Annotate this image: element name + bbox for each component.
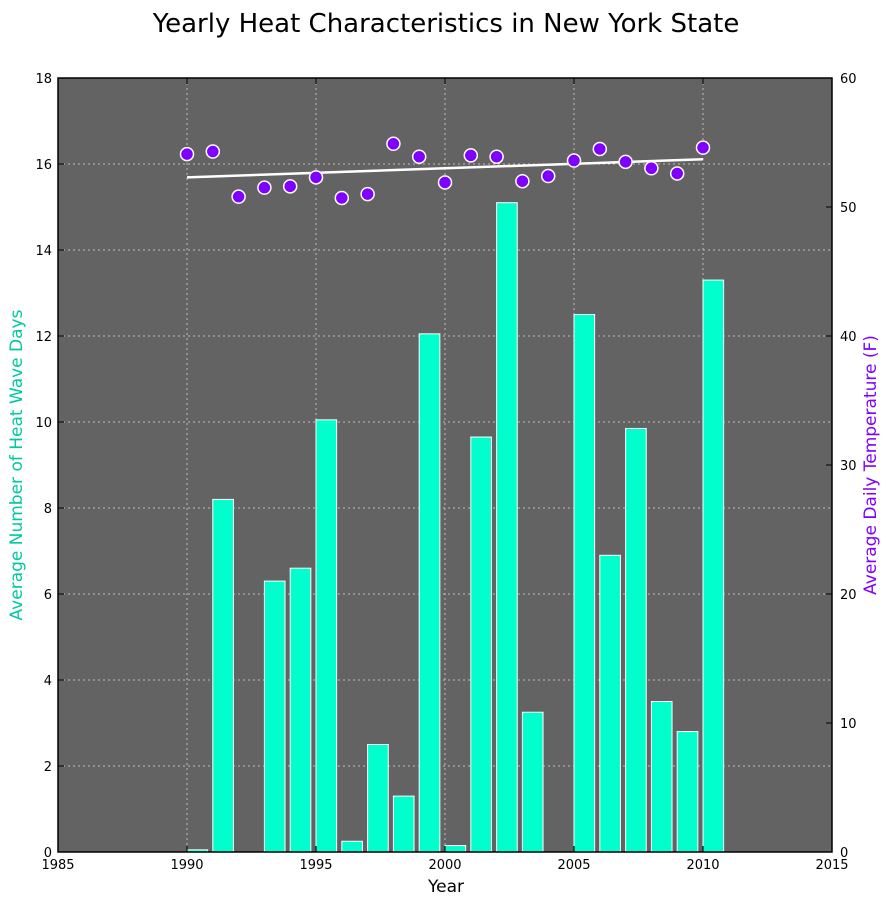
bar	[650, 701, 673, 853]
x-tick-label: 2005	[557, 858, 590, 873]
x-tick-label: 1985	[41, 858, 74, 873]
temperature-point	[308, 170, 324, 185]
y2-tick-label: 50	[840, 201, 857, 216]
bar	[521, 711, 544, 853]
temperature-point	[566, 153, 582, 168]
temperature-point	[489, 149, 504, 164]
x-tick-label: 2015	[815, 858, 848, 873]
bar-series	[186, 202, 725, 853]
bar	[496, 202, 518, 853]
temperature-point	[540, 168, 556, 184]
temperature-point	[592, 141, 608, 157]
x-axis-label: Year	[427, 877, 464, 897]
axis-ticks	[57, 77, 833, 853]
y2-tick-label: 60	[840, 72, 857, 87]
trend-line-series	[186, 158, 704, 179]
bar	[212, 498, 234, 853]
temperature-points	[179, 136, 711, 206]
bar	[444, 845, 467, 853]
y-tick-label: 0	[44, 846, 52, 861]
y-tick-label: 2	[44, 760, 52, 775]
temperature-point	[386, 136, 401, 152]
bar	[676, 731, 699, 853]
trend-line	[186, 158, 704, 179]
temperature-point	[618, 154, 633, 170]
x-tick-label: 2010	[686, 858, 719, 873]
bar	[263, 580, 286, 853]
bar	[315, 419, 338, 853]
y-tick-label: 8	[44, 502, 52, 517]
temperature-point	[695, 140, 711, 155]
temperature-point	[644, 161, 659, 176]
temperature-point	[669, 166, 685, 181]
y-tick-label: 16	[35, 158, 52, 173]
y-tick-label: 18	[35, 72, 52, 87]
temperature-point	[179, 146, 195, 162]
bar	[392, 795, 415, 853]
bar	[599, 554, 621, 853]
bar	[289, 567, 312, 853]
x-tick-label: 1990	[170, 858, 203, 873]
x-tick-label: 2000	[428, 858, 461, 873]
bar	[625, 427, 647, 853]
temperature-point	[231, 189, 246, 204]
bar	[470, 436, 492, 853]
bar	[341, 840, 363, 853]
temperature-point	[360, 186, 375, 202]
y-tick-label: 10	[35, 416, 52, 431]
y2-tick-label: 20	[840, 588, 857, 603]
y-left-tick-labels: 0 2 4 6 8 10 12 14 16 18	[35, 72, 52, 861]
temperature-point	[463, 148, 479, 163]
y-tick-label: 4	[44, 674, 52, 689]
y2-tick-label: 10	[840, 717, 857, 732]
y2-tick-label: 40	[840, 330, 857, 345]
temperature-point	[411, 149, 427, 164]
bar	[418, 333, 441, 853]
x-tick-labels: 1985 1990 1995 2000 2005 2010 2015	[41, 858, 848, 873]
temperature-point	[282, 179, 298, 194]
y2-tick-label: 30	[840, 459, 857, 474]
bar	[367, 744, 389, 853]
x-tick-label: 1995	[299, 858, 332, 873]
temperature-point	[205, 144, 221, 159]
bar	[573, 314, 596, 853]
y-tick-label: 14	[35, 244, 52, 259]
chart-title: Yearly Heat Characteristics in New York …	[152, 9, 740, 39]
y2-tick-label: 0	[840, 846, 848, 861]
temperature-point	[437, 175, 453, 190]
bar	[702, 279, 725, 853]
y-right-tick-labels: 0 10 20 30 40 50 60	[840, 72, 857, 861]
y-tick-label: 6	[44, 588, 52, 603]
temperature-point	[515, 173, 530, 189]
y-tick-label: 12	[35, 330, 52, 345]
temperature-point	[257, 180, 272, 195]
temperature-point	[334, 190, 350, 206]
y-left-axis-label: Average Number of Heat Wave Days	[7, 309, 27, 620]
y-right-axis-label: Average Daily Temperature (F)	[861, 335, 881, 595]
